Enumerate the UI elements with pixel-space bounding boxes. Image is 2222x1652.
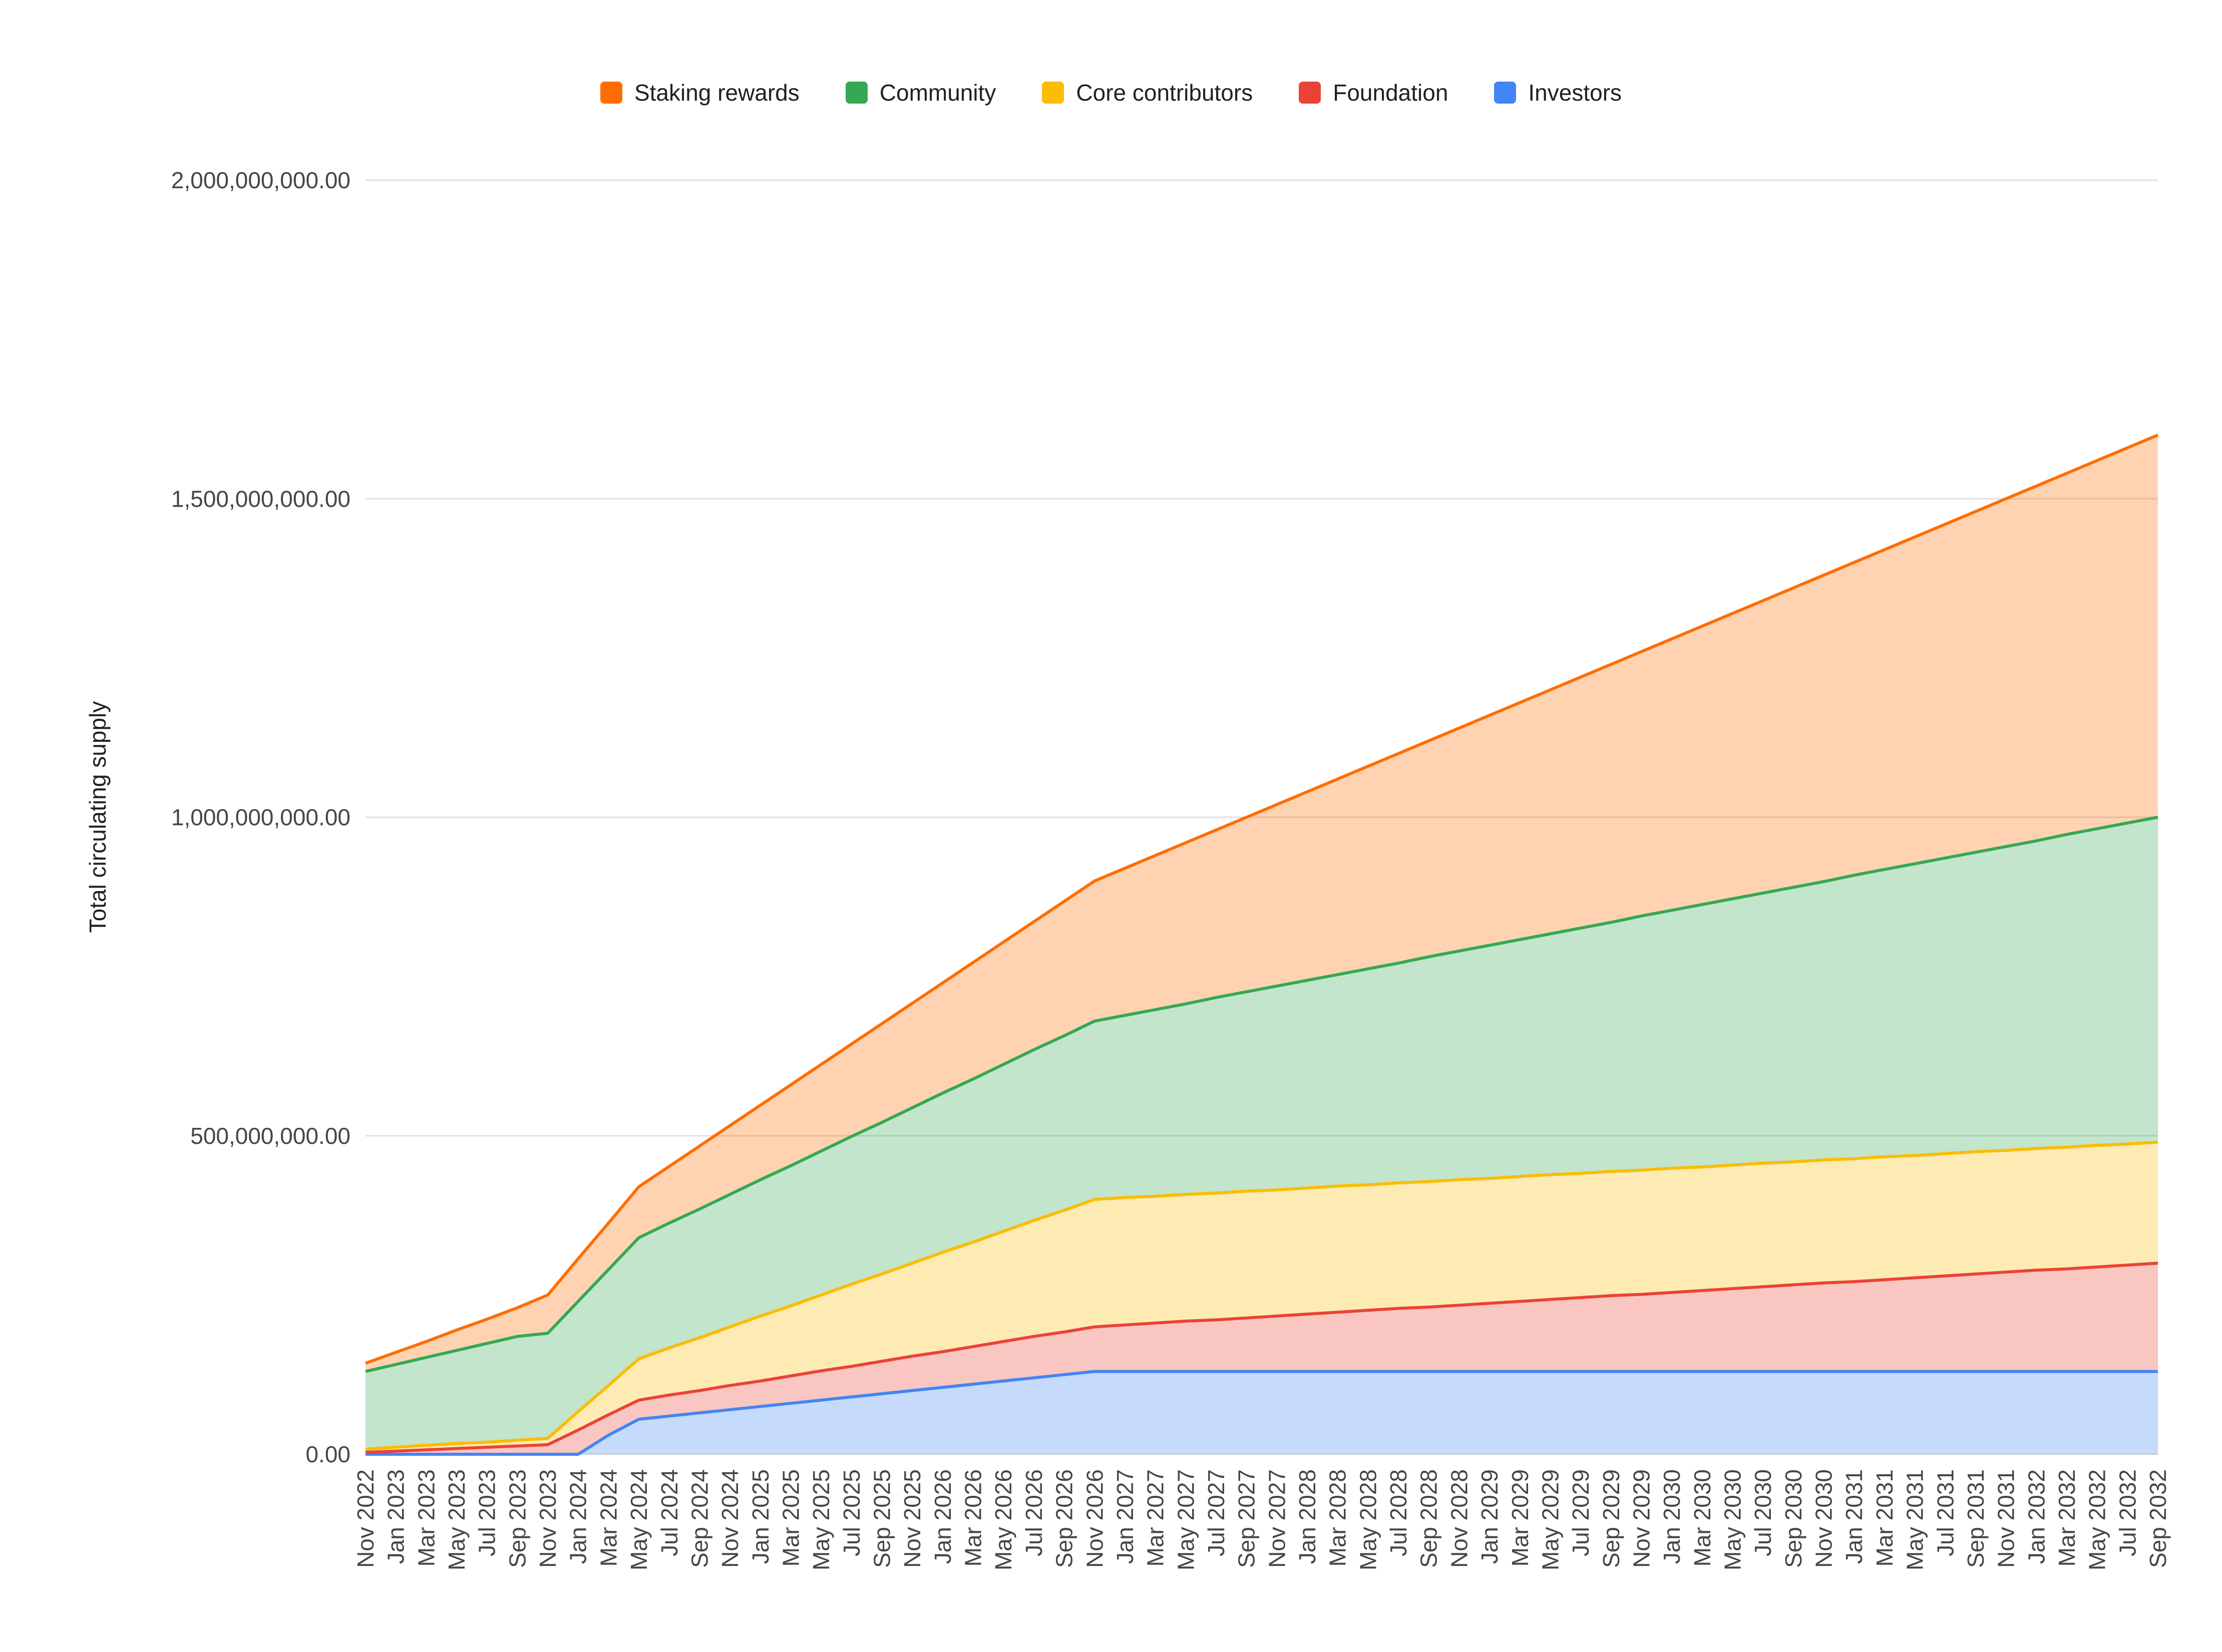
x-tick-label: Jan 2025 — [748, 1469, 774, 1564]
line-investors — [365, 1370, 2158, 1456]
x-tick-label: Mar 2027 — [1143, 1469, 1169, 1566]
x-tick-label: Jul 2032 — [2114, 1469, 2140, 1556]
x-tick-label: May 2032 — [2084, 1469, 2110, 1570]
x-tick-label: May 2031 — [1902, 1469, 1928, 1570]
x-tick-label: Jan 2032 — [2023, 1469, 2049, 1564]
x-tick-label: Sep 2029 — [1598, 1469, 1624, 1568]
legend-label: Investors — [1528, 80, 1622, 106]
x-tick-label: Jan 2028 — [1294, 1469, 1320, 1564]
x-tick-label: Mar 2028 — [1325, 1469, 1351, 1566]
x-tick-label: Mar 2032 — [2054, 1469, 2080, 1566]
x-tick-label: Sep 2031 — [1963, 1469, 1989, 1568]
x-tick-label: May 2026 — [990, 1469, 1016, 1570]
x-tick-label: May 2024 — [626, 1469, 652, 1570]
legend-item-core-contributors: Core contributors — [1042, 79, 1253, 106]
x-tick-label: Jan 2029 — [1476, 1469, 1503, 1564]
area-community — [365, 817, 2158, 1449]
legend-swatch-foundation — [1299, 82, 1321, 104]
x-tick-label: Mar 2031 — [1872, 1469, 1898, 1566]
x-tick-label: Nov 2026 — [1081, 1469, 1107, 1568]
legend-item-community: Community — [845, 79, 996, 106]
x-tick-label: Jul 2029 — [1568, 1469, 1594, 1556]
x-tick-label: Sep 2026 — [1051, 1469, 1077, 1568]
line-staking-rewards — [364, 434, 2159, 1365]
x-tick-label: May 2027 — [1173, 1469, 1199, 1570]
y-tick-label: 1,000,000,000.00 — [171, 804, 350, 831]
x-tick-label: Jul 2027 — [1203, 1469, 1229, 1556]
x-tick-label: Nov 2023 — [535, 1469, 561, 1568]
x-tick-label: Nov 2025 — [899, 1469, 925, 1568]
chart-legend: Staking rewards Community Core contributor… — [0, 79, 2222, 106]
legend-item-investors: Investors — [1494, 79, 1622, 106]
x-tick-label: Jul 2024 — [656, 1469, 682, 1556]
x-tick-label: Nov 2027 — [1264, 1469, 1290, 1568]
x-tick-label: Mar 2026 — [960, 1469, 986, 1566]
legend-label: Staking rewards — [634, 80, 800, 106]
legend-item-foundation: Foundation — [1299, 79, 1448, 106]
area-staking-rewards — [365, 435, 2158, 1372]
x-tick-label: May 2023 — [444, 1469, 470, 1570]
x-tick-label: May 2025 — [808, 1469, 834, 1570]
x-tick-label: Jan 2026 — [930, 1469, 956, 1564]
legend-label: Core contributors — [1076, 80, 1253, 106]
x-tick-label: Jul 2026 — [1021, 1469, 1047, 1556]
x-tick-label: Nov 2028 — [1446, 1469, 1472, 1568]
x-tick-label: Mar 2030 — [1689, 1469, 1715, 1566]
legend-swatch-staking-rewards — [600, 82, 622, 104]
x-tick-label: Mar 2025 — [778, 1469, 804, 1566]
legend-item-staking-rewards: Staking rewards — [600, 79, 800, 106]
x-tick-label: Nov 2024 — [717, 1469, 743, 1568]
x-tick-label: May 2028 — [1355, 1469, 1381, 1570]
x-tick-label: Jan 2030 — [1659, 1469, 1685, 1564]
legend-swatch-investors — [1494, 82, 1517, 104]
line-core-contributors — [365, 1140, 2158, 1451]
y-tick-label: 2,000,000,000.00 — [171, 167, 350, 193]
x-tick-label: Jan 2031 — [1841, 1469, 1867, 1564]
x-tick-label: Nov 2031 — [1993, 1469, 2019, 1568]
x-tick-label: May 2030 — [1720, 1469, 1746, 1570]
x-tick-label: Mar 2024 — [595, 1469, 621, 1566]
x-tick-label: Mar 2029 — [1507, 1469, 1533, 1566]
x-tick-label: Sep 2032 — [2145, 1469, 2171, 1568]
x-tick-label: Nov 2022 — [352, 1469, 379, 1568]
x-tick-label: May 2029 — [1537, 1469, 1563, 1570]
x-tick-label: Sep 2023 — [504, 1469, 530, 1568]
area-core-contributors — [365, 1142, 2158, 1453]
legend-label: Community — [879, 80, 996, 106]
x-tick-label: Sep 2028 — [1416, 1469, 1442, 1568]
x-tick-label: Jul 2023 — [474, 1469, 500, 1556]
x-tick-label: Mar 2023 — [413, 1469, 439, 1566]
y-tick-label: 1,500,000,000.00 — [171, 486, 350, 512]
x-tick-label: Jul 2028 — [1385, 1469, 1411, 1556]
x-tick-label: Sep 2030 — [1780, 1469, 1806, 1568]
x-tick-label: Jul 2031 — [1932, 1469, 1958, 1556]
x-tick-label: Sep 2025 — [869, 1469, 895, 1568]
x-tick-label: Jan 2024 — [565, 1469, 591, 1564]
legend-label: Foundation — [1333, 80, 1448, 106]
x-tick-label: Jul 2025 — [839, 1469, 865, 1556]
area-foundation — [365, 1263, 2158, 1454]
y-tick-label: 500,000,000.00 — [190, 1123, 350, 1149]
y-tick-label: 0.00 — [305, 1441, 350, 1467]
legend-swatch-community — [845, 82, 868, 104]
x-tick-label: Sep 2024 — [686, 1469, 712, 1568]
x-tick-label: Jan 2023 — [383, 1469, 409, 1564]
area-investors — [365, 1371, 2158, 1454]
legend-swatch-core-contributors — [1042, 82, 1064, 104]
x-tick-label: Jul 2030 — [1750, 1469, 1776, 1556]
x-tick-label: Nov 2029 — [1628, 1469, 1654, 1568]
line-community — [365, 815, 2158, 1373]
x-tick-label: Jan 2027 — [1112, 1469, 1138, 1564]
x-tick-label: Sep 2027 — [1234, 1469, 1260, 1568]
x-tick-label: Nov 2030 — [1811, 1469, 1837, 1568]
line-foundation — [365, 1262, 2158, 1454]
